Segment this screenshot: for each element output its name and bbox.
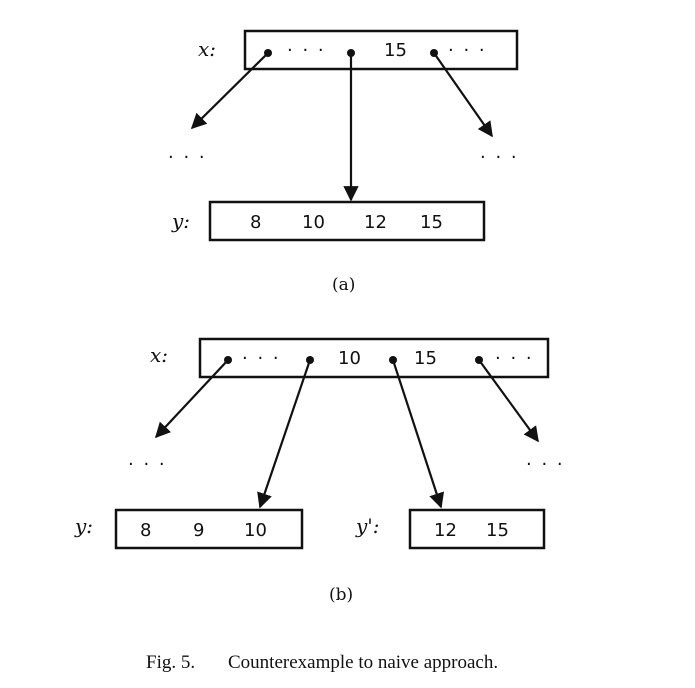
child-label-y-prime: y': bbox=[355, 514, 380, 538]
child-key: 12 bbox=[434, 520, 457, 541]
subtree-ellipsis-right: · · · bbox=[526, 454, 565, 475]
figure-a: x: · · · 15 · · · · · · · · · y: 8 10 12… bbox=[168, 29, 519, 295]
child-key: 15 bbox=[486, 520, 509, 541]
subtree-ellipsis-left: · · · bbox=[128, 454, 167, 475]
pointer-arrow-right bbox=[433, 52, 493, 138]
pointer-arrow-to-y bbox=[257, 359, 312, 509]
parent-node-x bbox=[198, 337, 550, 379]
child-node-y bbox=[114, 508, 304, 550]
child-node-y-prime bbox=[408, 508, 546, 550]
child-key: 8 bbox=[250, 212, 261, 233]
child-key: 15 bbox=[420, 212, 443, 233]
child-key: 10 bbox=[244, 520, 267, 541]
child-node-y bbox=[208, 200, 486, 242]
subfigure-label-b: (b) bbox=[329, 585, 353, 605]
child-key: 12 bbox=[364, 212, 387, 233]
figure-caption: Fig. 5. Counterexample to naive approach… bbox=[146, 652, 498, 673]
pointer-arrow-to-y-prime bbox=[391, 359, 445, 509]
child-label-y: y: bbox=[74, 514, 93, 538]
pointer-arrow-left bbox=[190, 52, 269, 130]
parent-label-x: x: bbox=[150, 343, 168, 367]
parent-node-x bbox=[243, 29, 519, 71]
subfigure-label-a: (a) bbox=[332, 275, 355, 295]
caption-text: Counterexample to naive approach. bbox=[228, 652, 498, 673]
child-key: 10 bbox=[302, 212, 325, 233]
parent-entry-ellipsis-left: · · · bbox=[242, 348, 281, 369]
parent-entry-ellipsis-right: · · · bbox=[448, 40, 487, 61]
parent-entry-ellipsis-right: · · · bbox=[495, 348, 534, 369]
caption-number: Fig. 5. bbox=[146, 652, 195, 673]
pointer-arrow-left bbox=[154, 359, 229, 439]
parent-key-10: 10 bbox=[338, 348, 361, 369]
subtree-ellipsis-left: · · · bbox=[168, 147, 207, 168]
parent-label-x: x: bbox=[198, 37, 216, 61]
parent-key-15: 15 bbox=[414, 348, 437, 369]
parent-key-15: 15 bbox=[384, 40, 407, 61]
parent-entry-ellipsis-left: · · · bbox=[287, 40, 326, 61]
child-key: 9 bbox=[193, 520, 204, 541]
child-label-y: y: bbox=[171, 209, 190, 233]
pointer-arrow-right bbox=[478, 359, 539, 443]
child-key: 8 bbox=[140, 520, 151, 541]
subtree-ellipsis-right: · · · bbox=[480, 147, 519, 168]
figure-b: x: · · · 10 15 · · · · · · · · · y: 8 9 … bbox=[74, 337, 565, 605]
